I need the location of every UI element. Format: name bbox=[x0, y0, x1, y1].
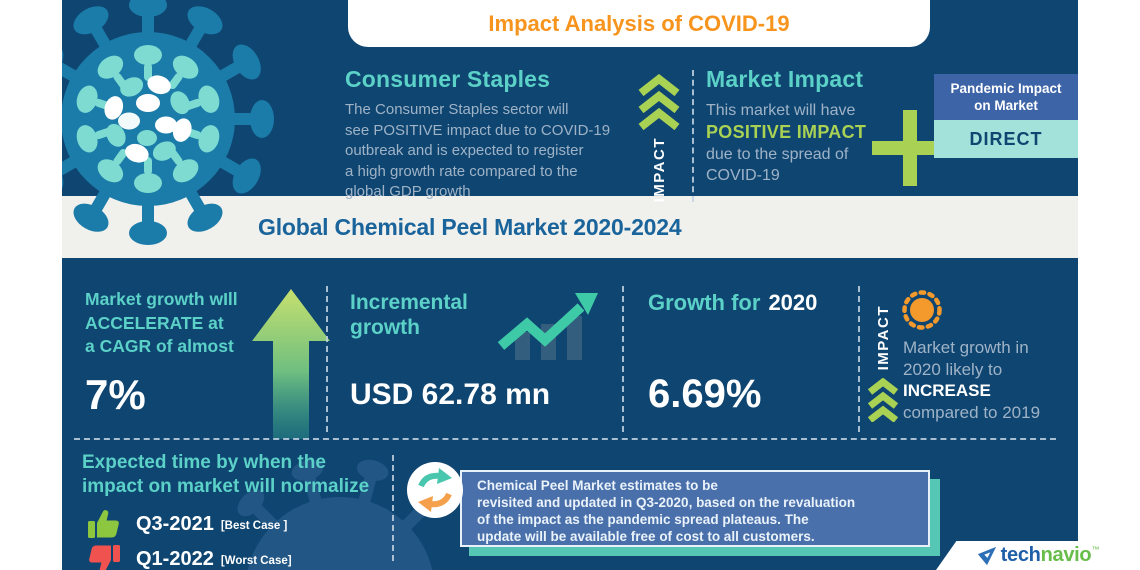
chevrons-up-icon bbox=[638, 74, 680, 130]
note-text: Chemical Peel Market estimates to be bbox=[477, 478, 718, 493]
logo-text-tech: tech bbox=[1000, 544, 1041, 566]
virus-orange-icon bbox=[899, 287, 945, 338]
technavio-logo: tech navio ™ bbox=[936, 541, 1140, 570]
incremental-growth-value: USD 62.78 mn bbox=[350, 378, 551, 411]
market-impact-highlight: POSITIVE IMPACT bbox=[706, 122, 867, 142]
market-impact-section: Market Impact This market will have POSI… bbox=[706, 66, 906, 186]
cagr-heading: ACCELERATE at bbox=[85, 312, 224, 333]
line-chart-icon bbox=[497, 290, 602, 367]
market-impact-text: due to the spread of bbox=[706, 146, 849, 163]
normalize-section: Expected time by when the impact on mark… bbox=[82, 451, 392, 570]
note-box: Chemical Peel Market estimates to be rev… bbox=[460, 470, 930, 547]
consumer-staples-text: see POSITIVE impact due to COVID-19 bbox=[345, 121, 611, 139]
growth-2020-heading: Growth for 2020 bbox=[648, 290, 818, 315]
impact-label: IMPACT bbox=[874, 305, 892, 371]
consumer-staples-text: global GDP growth bbox=[345, 183, 471, 200]
divider-dashed-vertical bbox=[326, 286, 328, 432]
technavio-mark-icon bbox=[977, 546, 996, 565]
worst-case-row: Q1-2022 [Worst Case] bbox=[87, 544, 392, 570]
divider-dashed-vertical bbox=[622, 286, 624, 432]
divider-dashed-vertical bbox=[858, 286, 860, 432]
consumer-staples-text: a high growth rate compared to the bbox=[345, 162, 578, 180]
note-text: update will be available free of cost to… bbox=[477, 529, 815, 544]
growth-arrow-icon bbox=[252, 289, 330, 444]
impact-indicator-right: IMPACT bbox=[866, 305, 900, 423]
market-title: Global Chemical Peel Market 2020-2024 bbox=[258, 213, 682, 240]
incremental-growth-heading: Incremental growth bbox=[350, 291, 468, 339]
title-band bbox=[62, 196, 1078, 258]
consumer-staples-text: The Consumer Staples sector will bbox=[345, 101, 569, 118]
cagr-heading: a CAGR of almost bbox=[85, 336, 234, 356]
chevrons-up-icon bbox=[867, 378, 899, 423]
worst-case-value: Q1-2022 bbox=[136, 547, 214, 570]
note-text: revisited and updated in Q3-2020, based … bbox=[477, 495, 856, 510]
best-case-value: Q3-2021 bbox=[136, 512, 214, 535]
divider-dashed-vertical bbox=[392, 455, 394, 561]
market-impact-heading: Market Impact bbox=[706, 66, 864, 92]
best-case-row: Q3-2021 [Best Case ] bbox=[87, 509, 392, 539]
pandemic-impact-box: Pandemic Impact on Market DIRECT bbox=[934, 74, 1078, 158]
growth-2020-value: 6.69% bbox=[648, 372, 762, 416]
refresh-icon bbox=[406, 461, 464, 524]
consumer-staples-section: Consumer Staples The Consumer Staples se… bbox=[345, 66, 647, 203]
cagr-heading: Market growth wIll bbox=[85, 289, 238, 309]
thumbs-down-icon bbox=[89, 545, 120, 570]
cagr-stat: Market growth wIll ACCELERATE at a CAGR … bbox=[85, 288, 275, 419]
consumer-staples-text: outbreak and is expected to register bbox=[345, 142, 584, 159]
impact-indicator-top: IMPACT bbox=[636, 74, 682, 202]
logo-text-navio: navio bbox=[1040, 544, 1092, 566]
cagr-value: 7% bbox=[85, 370, 146, 418]
normalize-heading: impact on market will normalize bbox=[82, 476, 370, 497]
market-impact-text: This market will have bbox=[706, 102, 856, 119]
plus-icon bbox=[872, 110, 948, 191]
divider-dashed-vertical bbox=[692, 70, 694, 202]
consumer-staples-heading: Consumer Staples bbox=[345, 66, 551, 92]
impact-outlook-text: Market growth in 2020 likely to INCREASE… bbox=[903, 338, 1041, 422]
best-case-label: [Best Case ] bbox=[220, 520, 288, 532]
note-text: of the impact as the pandemic spread pla… bbox=[477, 512, 809, 527]
pandemic-box-title: Pandemic Impact on Market bbox=[934, 74, 1078, 120]
logo-trademark: ™ bbox=[1091, 545, 1100, 554]
market-impact-text: COVID-19 bbox=[706, 167, 780, 184]
banner: Impact Analysis of COVID-19 bbox=[348, 0, 930, 47]
pandemic-box-value: DIRECT bbox=[934, 120, 1078, 158]
worst-case-label: [Worst Case] bbox=[220, 555, 292, 567]
banner-title: Impact Analysis of COVID-19 bbox=[488, 10, 790, 36]
thumbs-up-icon bbox=[88, 510, 119, 538]
divider-dashed-horizontal bbox=[74, 438, 1056, 440]
impact-label: IMPACT bbox=[650, 137, 668, 203]
normalize-heading: Expected time by when the bbox=[82, 452, 326, 473]
